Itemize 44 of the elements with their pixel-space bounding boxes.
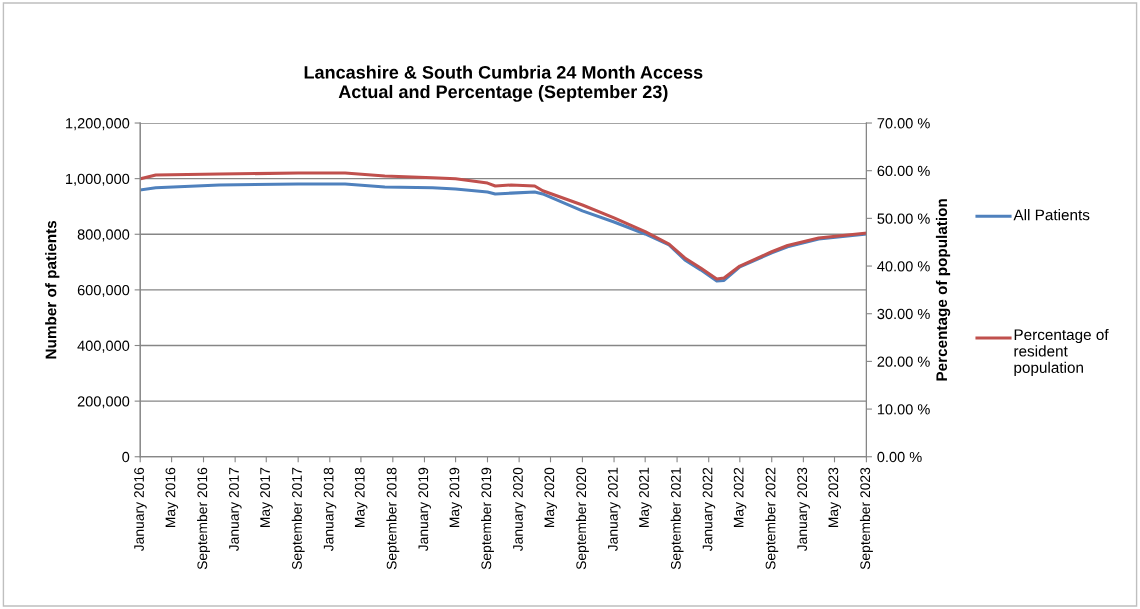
x-tick-label: May 2023 — [828, 467, 841, 528]
y2-tick-label: 50.00 % — [877, 213, 930, 224]
x-tick-label: September 2020 — [575, 467, 589, 570]
x-tick-label: September 2021 — [670, 467, 684, 570]
x-tick-label: May 2021 — [639, 467, 652, 528]
y2-axis-title: Percentage of population — [935, 199, 951, 381]
x-tick-label: January 2020 — [513, 467, 526, 552]
x-tick-label: September 2016 — [197, 467, 210, 570]
y-tick-label: 600,000 — [77, 284, 130, 298]
x-tick-label: September 2022 — [765, 467, 779, 570]
x-tick-label: September 2018 — [386, 467, 400, 570]
x-tick-label: May 2019 — [449, 467, 463, 528]
y-tick-label: 1,000,000 — [66, 173, 130, 186]
x-tick-label: September 2017 — [291, 467, 305, 570]
x-tick-label: May 2020 — [544, 467, 557, 528]
legend-label: Percentage of resident population — [1014, 328, 1109, 377]
x-tick-label: January 2018 — [323, 467, 337, 552]
y2-tick-label: 40.00 % — [877, 261, 930, 272]
x-tick-label: September 2023 — [859, 467, 873, 570]
x-tick-label: May 2022 — [733, 467, 747, 528]
legend-label: All Patients — [1013, 209, 1090, 221]
x-tick-label: January 2019 — [418, 467, 431, 552]
y2-tick-label: 0.00 % — [877, 451, 922, 463]
x-tick-label: September 2019 — [481, 467, 494, 570]
x-tick-label: January 2022 — [702, 467, 716, 552]
y-tick-label: 200,000 — [77, 396, 130, 409]
x-tick-label: May 2017 — [260, 467, 273, 528]
y-tick-label: 400,000 — [77, 340, 130, 353]
chart-title: Lancashire & South Cumbria 24 Month Access Actual and Percentage (September 23) — [304, 65, 703, 102]
y-tick-label: 0 — [122, 451, 130, 463]
x-tick-label: January 2016 — [134, 467, 147, 552]
y-axis-title: Number of patients — [45, 220, 60, 359]
x-tick-label: January 2021 — [607, 467, 621, 552]
y2-tick-label: 70.00 % — [877, 118, 930, 129]
y2-tick-label: 60.00 % — [877, 165, 930, 177]
x-tick-label: May 2016 — [165, 467, 179, 528]
x-tick-label: May 2018 — [354, 467, 368, 528]
y-tick-label: 1,200,000 — [66, 118, 130, 131]
y-tick-label: 800,000 — [77, 229, 130, 242]
x-tick-label: January 2017 — [229, 467, 242, 552]
y2-tick-label: 10.00 % — [877, 404, 930, 415]
y2-tick-label: 20.00 % — [877, 356, 930, 367]
x-tick-label: January 2023 — [797, 467, 810, 552]
y2-tick-label: 30.00 % — [877, 308, 930, 320]
